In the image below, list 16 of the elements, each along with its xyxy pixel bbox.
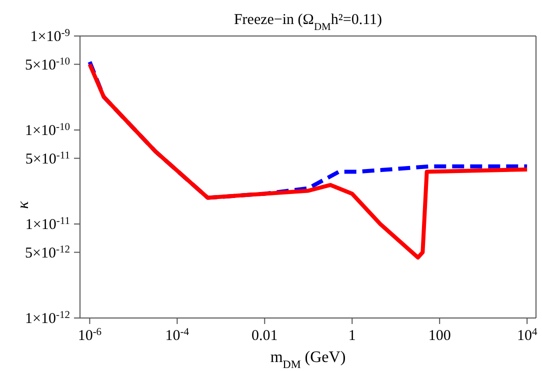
x-axis-title: m$_{DM}$ (GeV) [270, 349, 346, 371]
x-tick-label: 1 [348, 328, 356, 344]
x-tick-label: 10$^{4}$ [516, 326, 538, 344]
y-tick-label: 1×10$^{-9}$ [30, 28, 70, 45]
chart-title: Freeze−in (Ω$_{DM}$h²=0.11) [234, 12, 382, 32]
y-tick-label: 1×10$^{-11}$ [25, 216, 70, 233]
y-tick-label: 5×10$^{-12}$ [25, 244, 70, 262]
y-tick-label: 1×10$^{-10}$ [25, 122, 70, 139]
x-tick-label: 100 [428, 328, 451, 344]
y-axis-title: κ [15, 200, 32, 209]
x-tick-label: 10$^{-6}$ [78, 326, 102, 344]
x-tick-label: 10$^{-4}$ [165, 326, 190, 344]
y-tick-label: 5×10$^{-10}$ [25, 56, 70, 74]
y-tick-label: 1×10$^{-12}$ [25, 310, 70, 327]
x-tick-label: 0.01 [252, 328, 278, 344]
y-tick-label: 5×10$^{-11}$ [25, 150, 70, 168]
